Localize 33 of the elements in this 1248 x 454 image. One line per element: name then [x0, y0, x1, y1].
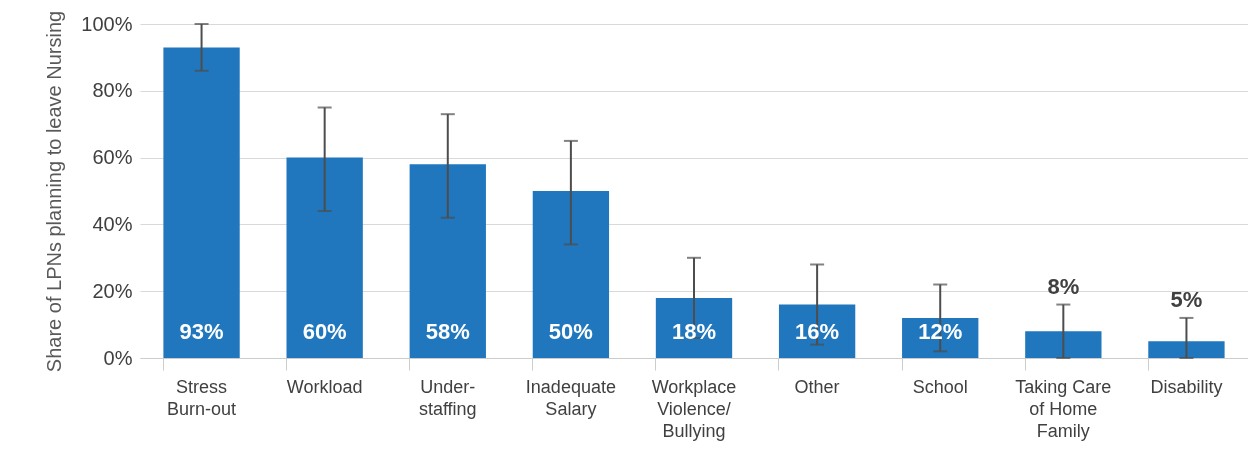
bar [532, 191, 610, 358]
data-label: 18% [671, 319, 717, 344]
x-tick-label: Other [794, 376, 840, 397]
x-tick-label: Disability [1150, 376, 1223, 397]
x-tick-label: Workload [286, 376, 363, 397]
x-tick-label: Workplace Violence/Bullying [651, 376, 737, 441]
data-label: 58% [425, 319, 470, 344]
bar [409, 164, 486, 358]
data-label: 16% [795, 319, 840, 344]
bar [778, 304, 856, 358]
x-tick-label: School [912, 376, 968, 397]
data-label: 60% [302, 319, 347, 344]
y-tick-label: 80% [92, 79, 133, 102]
data-label: 12% [918, 319, 963, 344]
y-tick-label: 0% [103, 346, 133, 369]
y-tick-label: 100% [81, 12, 133, 35]
x-tick-label: Taking Care of Home Family [1015, 376, 1112, 441]
data-label: 50% [548, 319, 593, 344]
data-label: 5% [1170, 286, 1203, 312]
y-tick-label: 40% [92, 212, 133, 235]
bar [1148, 341, 1225, 358]
y-tick-label: 20% [92, 279, 133, 302]
x-tick-label: Stress Burn-out [167, 376, 237, 419]
data-label: 8% [1047, 273, 1080, 299]
bar [286, 157, 363, 358]
y-axis-title: Share of LPNs planning to leave Nursing [43, 10, 66, 373]
bar [1025, 331, 1102, 358]
bar [655, 297, 733, 358]
bar [163, 47, 240, 358]
data-label: 93% [179, 319, 224, 344]
x-tick-label: Under-staffing [418, 376, 477, 419]
x-tick-label: Inadequate Salary [525, 376, 616, 419]
y-tick-label: 60% [92, 146, 133, 169]
